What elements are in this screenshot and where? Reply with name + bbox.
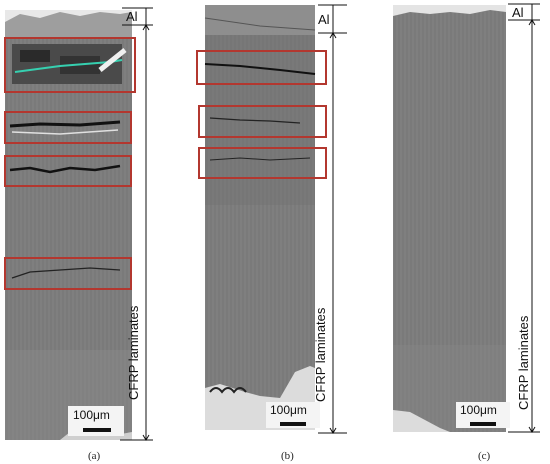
panel-b-crack-3	[209, 157, 311, 161]
panel-b-box-1	[196, 50, 327, 85]
panel-c-al-label: Al	[512, 5, 524, 20]
panel-b-scale-bar	[280, 422, 306, 426]
panel-b-box-2	[198, 105, 327, 138]
panel-a-cfrp-label: CFRP laminates	[126, 305, 141, 400]
panel-a-box-2	[4, 111, 132, 144]
panel-a-box-4	[4, 257, 132, 290]
panel-a-box-1	[4, 37, 136, 93]
panel-a-al-edge	[5, 10, 132, 22]
panel-b-caption: (b)	[281, 450, 294, 462]
panel-b-crack-2	[209, 117, 301, 124]
panel-b-crack-1	[204, 63, 316, 75]
panel-c-scale-text: 100μm	[459, 403, 498, 417]
panel-a-crack-2	[9, 120, 121, 128]
panel-a-crack-4	[11, 267, 121, 279]
panel-a-scale-bar	[83, 428, 111, 432]
panel-b-cfrp-label: CFRP laminates	[313, 307, 328, 402]
panel-c-cfrp-label: CFRP laminates	[516, 315, 531, 410]
panel-b-sample	[205, 5, 315, 430]
panel-c-caption: (c)	[478, 450, 491, 462]
panel-b	[196, 4, 347, 434]
panel-a-al-label: Al	[126, 9, 138, 24]
panel-a-scale-text: 100μm	[72, 408, 111, 422]
panel-a-caption: (a)	[88, 450, 101, 462]
panel-b-box-3	[198, 147, 327, 179]
panel-c	[393, 3, 540, 433]
panel-c-scale-bar	[470, 422, 496, 426]
panel-c-sample	[393, 5, 506, 432]
panel-a	[4, 7, 153, 441]
panel-c-al-layer	[393, 5, 506, 16]
panel-b-scale-text: 100μm	[269, 403, 308, 417]
panel-a-crack-3	[9, 164, 121, 174]
panel-b-al-layer	[205, 5, 315, 35]
panel-a-box-3	[4, 155, 132, 187]
panel-b-al-label: Al	[318, 12, 330, 27]
